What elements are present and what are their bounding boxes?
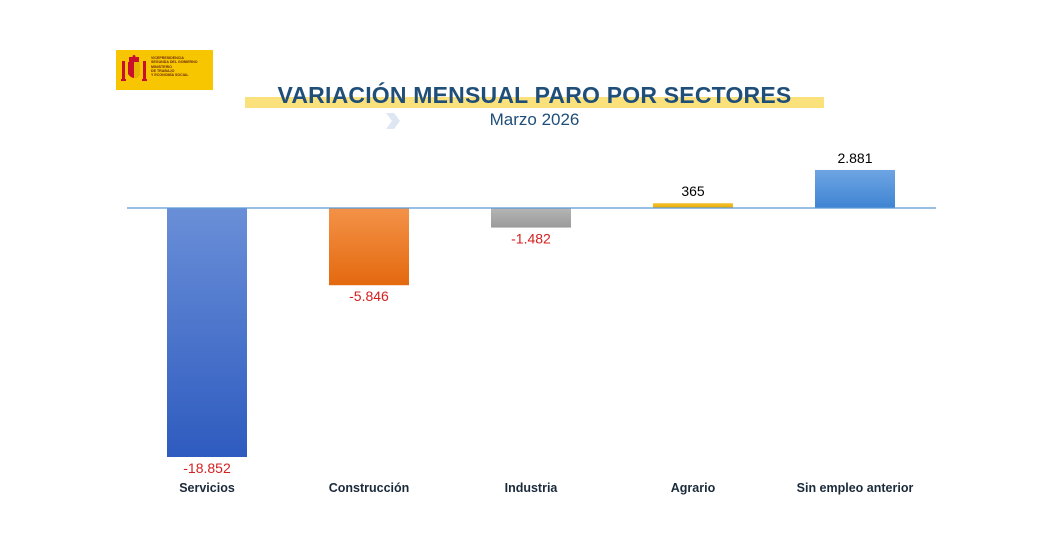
chart-subtitle: Marzo 2026 (489, 110, 580, 129)
chart-title: VARIACIÓN MENSUAL PARO POR SECTORES (277, 82, 792, 108)
category-label: Servicios (179, 481, 235, 495)
category-label: Sin empleo anterior (797, 481, 914, 495)
title-highlight-bar (245, 97, 824, 108)
value-label: -1.482 (511, 231, 551, 247)
category-label: Construcción (329, 481, 410, 495)
bar-sin-empleo-anterior (815, 169, 895, 208)
bar-servicios (167, 208, 247, 457)
logo-text: VICEPRESIDENCIA SEGUNDA DEL GOBIERNO MIN… (151, 56, 198, 78)
value-label: 365 (681, 183, 705, 199)
value-label: 2.881 (837, 150, 872, 166)
category-label: Industria (505, 481, 559, 495)
bar-construcción (329, 208, 409, 286)
ministry-logo: VICEPRESIDENCIA SEGUNDA DEL GOBIERNO MIN… (116, 50, 213, 90)
value-label: -5.846 (349, 288, 389, 304)
bar-agrario (653, 203, 733, 208)
chevron-right-icon (386, 113, 400, 129)
value-label: -18.852 (183, 460, 231, 476)
spain-coat-of-arms-icon (121, 55, 147, 81)
category-label: Agrario (671, 481, 716, 495)
bar-industria (491, 208, 571, 228)
